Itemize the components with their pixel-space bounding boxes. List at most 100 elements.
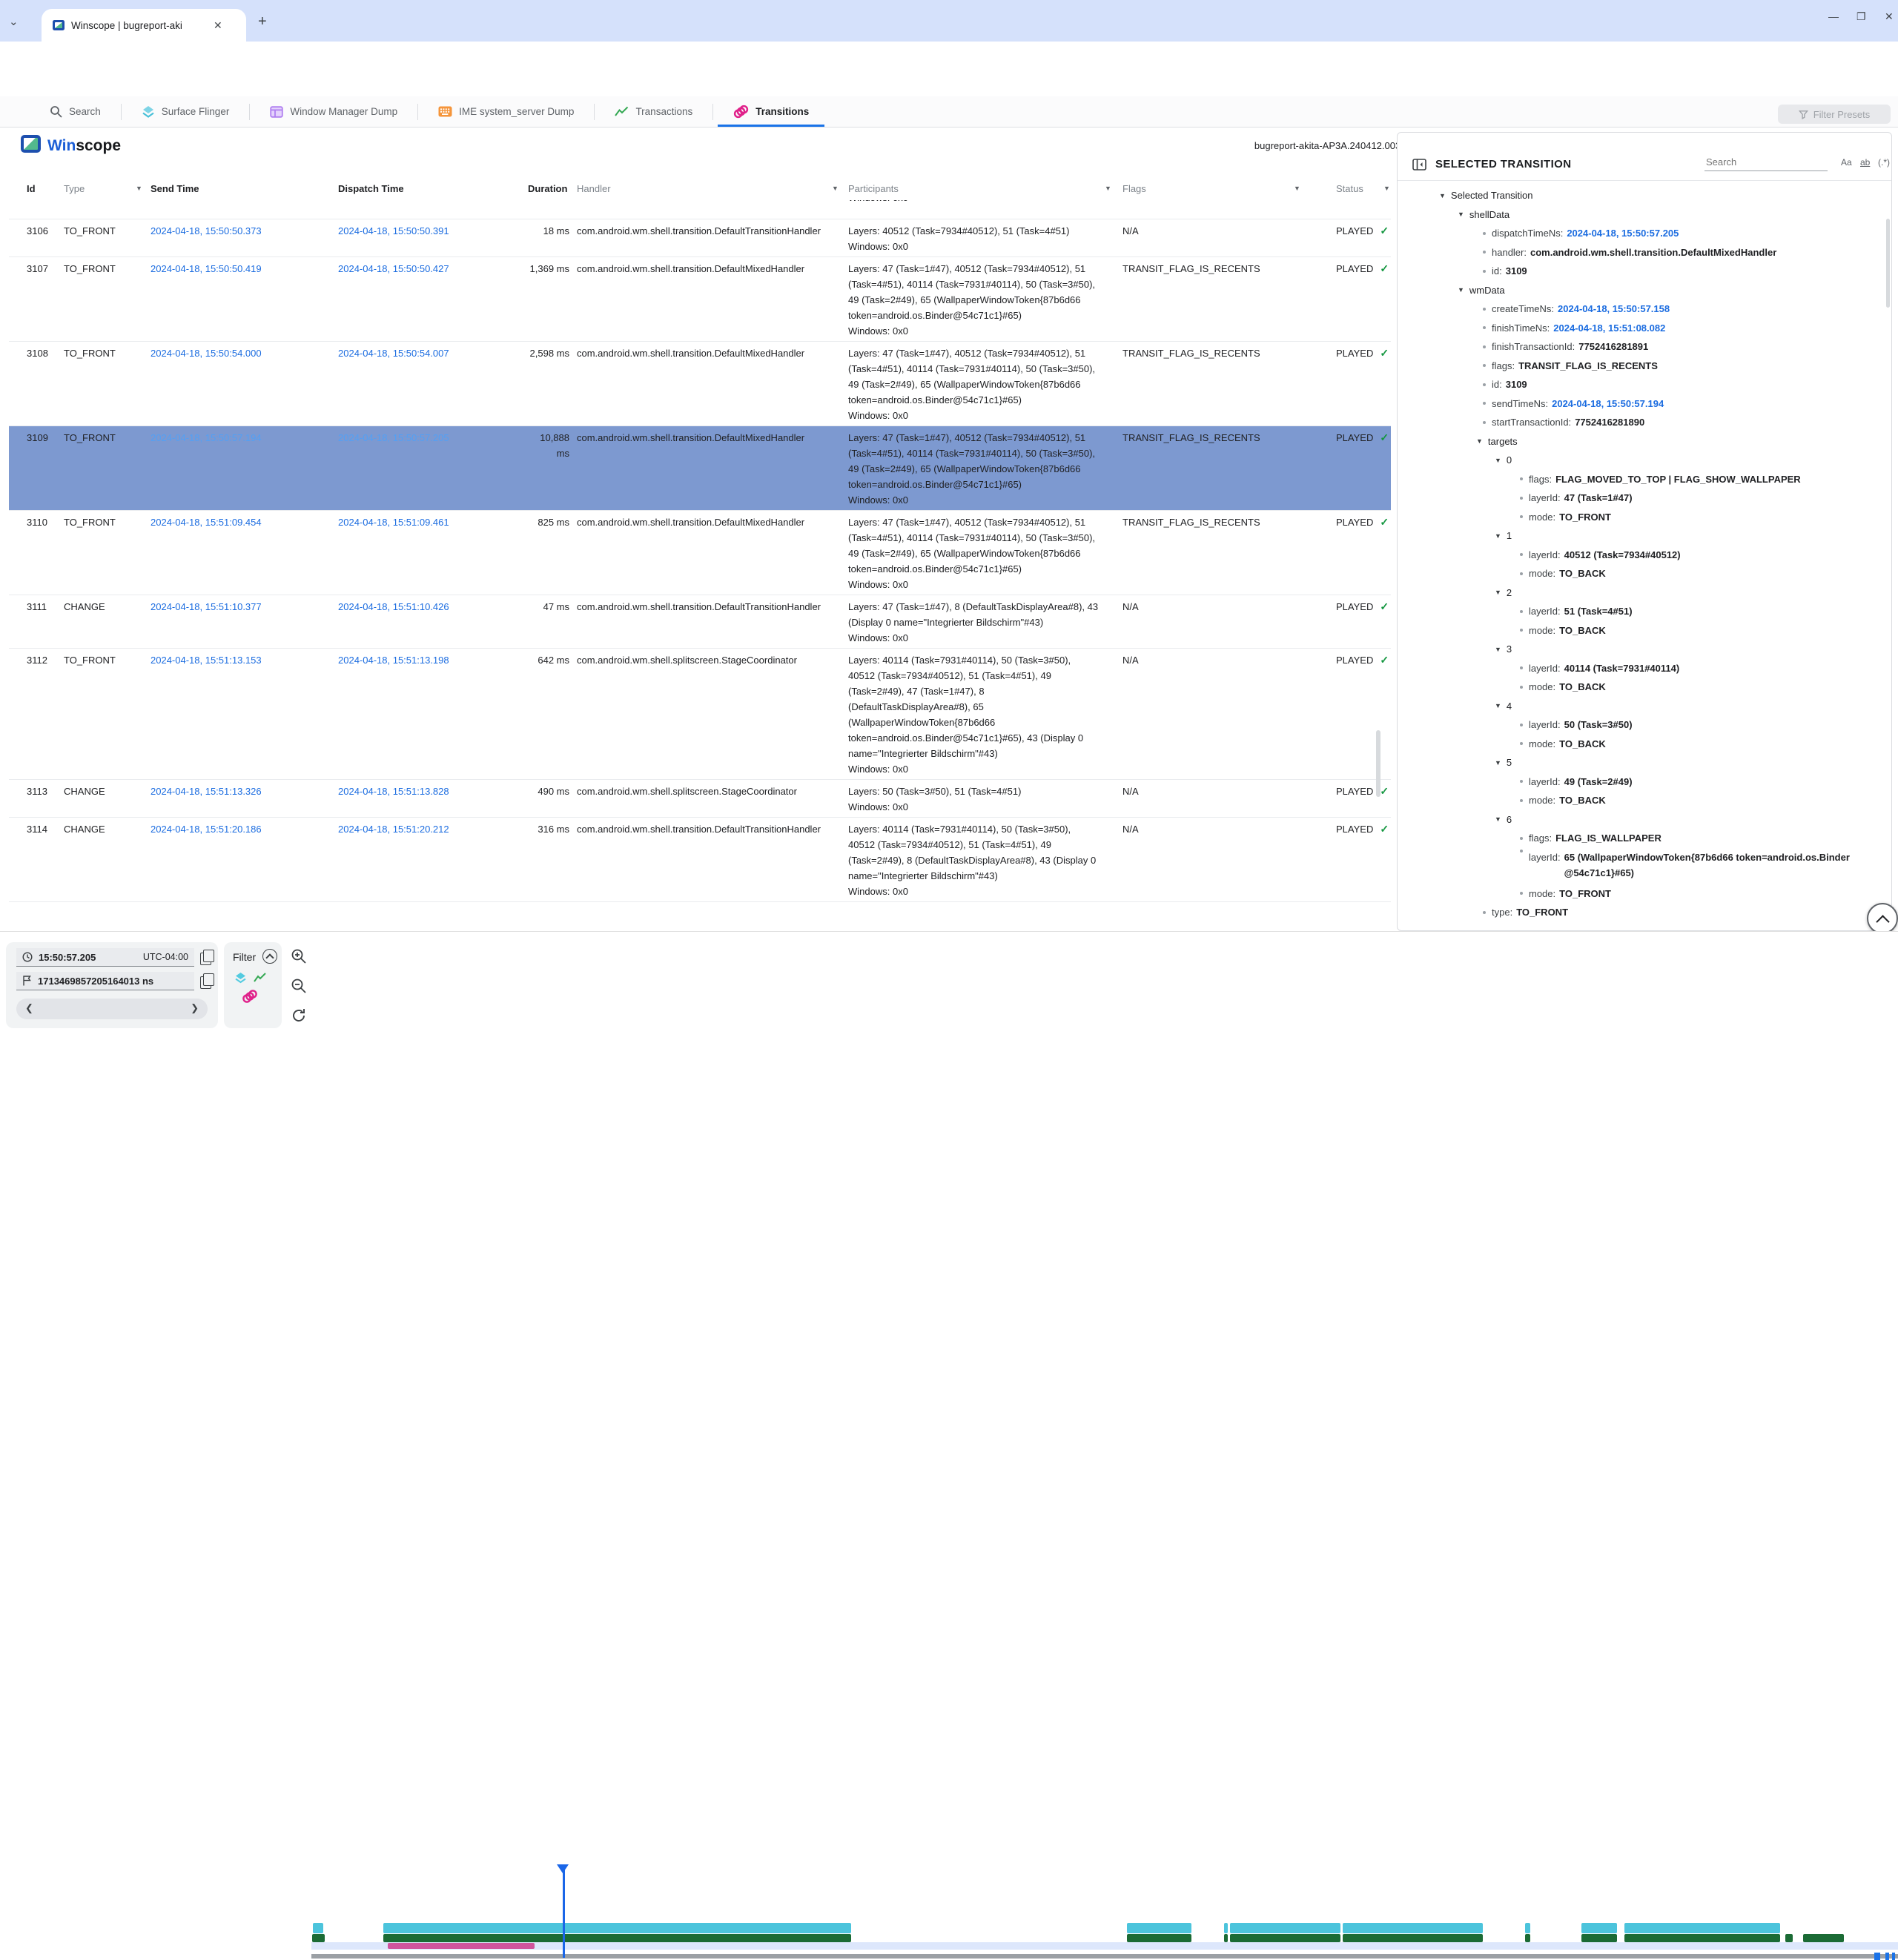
tree-expand-arrow-icon[interactable]: ▼ xyxy=(1495,589,1501,597)
surfaceflinger-trace-bar[interactable] xyxy=(1525,1923,1530,1933)
cell-dispatch-time[interactable]: 2024-04-18, 15:51:09.461 xyxy=(338,517,449,528)
transactions-trace-bar[interactable] xyxy=(1581,1934,1617,1942)
cell-send-time[interactable]: 2024-04-18, 15:51:13.326 xyxy=(151,786,262,797)
table-row[interactable]: 3106 TO_FRONT 2024-04-18, 15:50:50.373 2024… xyxy=(9,219,1391,257)
surfaceflinger-trace-bar[interactable] xyxy=(1581,1923,1617,1933)
filter-caret-icon[interactable]: ▼ xyxy=(1294,185,1300,192)
transactions-trace-bar[interactable] xyxy=(1127,1934,1191,1942)
filter-caret-icon[interactable]: ▼ xyxy=(136,185,142,192)
transition-bar[interactable] xyxy=(388,1943,535,1949)
table-row[interactable]: 3114 CHANGE 2024-04-18, 15:51:20.186 2024-0… xyxy=(9,818,1391,902)
tree-leaf-flags[interactable]: flags: TRANSIT_FLAG_IS_RECENTS xyxy=(1398,357,1878,376)
surfaceflinger-trace-bar[interactable] xyxy=(383,1923,851,1933)
zoom-in-icon[interactable] xyxy=(291,948,307,964)
tab-search[interactable]: Search xyxy=(30,96,121,127)
human-time-field[interactable]: 15:50:57.205 UTC-04:00 xyxy=(16,948,194,967)
tree-node-1[interactable]: ▼ 1 xyxy=(1398,526,1878,546)
table-row[interactable]: 3111 CHANGE 2024-04-18, 15:51:10.377 2024-0… xyxy=(9,595,1391,649)
tree-node-shelldata[interactable]: ▼ shellData xyxy=(1398,205,1878,225)
tree-node-0[interactable]: ▼ 0 xyxy=(1398,451,1878,470)
tree-expand-arrow-icon[interactable]: ▼ xyxy=(1495,456,1501,464)
tree-leaf-mode[interactable]: mode: TO_BACK xyxy=(1398,564,1878,583)
copy-time-icon[interactable] xyxy=(200,950,214,965)
table-row[interactable]: 3108 TO_FRONT 2024-04-18, 15:50:54.000 2024… xyxy=(9,342,1391,426)
timeline-cursor-head[interactable] xyxy=(557,1864,569,1873)
cell-send-time[interactable]: 2024-04-18, 15:51:13.153 xyxy=(151,655,262,666)
table-row[interactable]: 3110 TO_FRONT 2024-04-18, 15:51:09.454 2024… xyxy=(9,511,1391,595)
tree-leaf-layerId[interactable]: layerId: 40114 (Task=7931#40114) xyxy=(1398,659,1878,678)
cell-dispatch-time[interactable]: 2024-04-18, 15:51:13.828 xyxy=(338,786,449,797)
cell-dispatch-time[interactable]: 2024-04-18, 15:51:10.426 xyxy=(338,601,449,612)
tree-leaf-flags[interactable]: flags: FLAG_MOVED_TO_TOP | FLAG_SHOW_WALL… xyxy=(1398,470,1878,489)
tab-search-chevron-icon[interactable]: ⌄ xyxy=(9,16,19,28)
tab-surface-flinger[interactable]: Surface Flinger xyxy=(122,96,250,127)
tree-leaf-dispatchTimeNs[interactable]: dispatchTimeNs: 2024-04-18, 15:50:57.205 xyxy=(1398,224,1878,243)
panel-scrollbar-thumb[interactable] xyxy=(1886,219,1890,308)
tree-leaf-createTimeNs[interactable]: createTimeNs: 2024-04-18, 15:50:57.158 xyxy=(1398,299,1878,319)
tree-leaf-layerId[interactable]: layerId: 50 (Task=3#50) xyxy=(1398,715,1878,735)
transactions-trace-bar[interactable] xyxy=(1624,1934,1780,1942)
transactions-trace-bar[interactable] xyxy=(1803,1934,1844,1942)
cell-send-time[interactable]: 2024-04-18, 15:50:57.194 xyxy=(151,432,262,443)
transactions-filter-icon[interactable] xyxy=(254,973,267,983)
window-minimize-icon[interactable]: — xyxy=(1828,10,1839,22)
window-restore-icon[interactable]: ❐ xyxy=(1856,10,1866,22)
panel-search-input[interactable] xyxy=(1704,153,1828,171)
tab-transitions[interactable]: Transitions xyxy=(713,96,829,127)
browser-tab[interactable]: Winscope | bugreport-aki ✕ xyxy=(42,9,246,42)
tree-leaf-layerId[interactable]: layerId: 65 (WallpaperWindowToken{87b6d66… xyxy=(1398,848,1878,884)
filter-caret-icon[interactable]: ▼ xyxy=(1105,185,1111,192)
tree-expand-arrow-icon[interactable]: ▼ xyxy=(1476,437,1483,446)
cell-send-time[interactable]: 2024-04-18, 15:50:50.419 xyxy=(151,263,262,274)
cell-send-time[interactable]: 2024-04-18, 15:50:50.373 xyxy=(151,225,262,236)
cell-dispatch-time[interactable]: 2024-04-18, 15:51:13.198 xyxy=(338,655,449,666)
surfaceflinger-trace-bar[interactable] xyxy=(1343,1923,1483,1933)
surfaceflinger-trace-bar[interactable] xyxy=(313,1923,323,1933)
transactions-trace-bar[interactable] xyxy=(1343,1934,1483,1942)
tree-leaf-sendTimeNs[interactable]: sendTimeNs: 2024-04-18, 15:50:57.194 xyxy=(1398,394,1878,414)
table-row[interactable]: 3112 TO_FRONT 2024-04-18, 15:51:13.153 2024… xyxy=(9,649,1391,780)
panel-collapse-icon[interactable] xyxy=(1412,158,1426,170)
tree-leaf-finishTransactionId[interactable]: finishTransactionId: 7752416281891 xyxy=(1398,337,1878,357)
surfaceflinger-trace-bar[interactable] xyxy=(1230,1923,1340,1933)
transitions-filter-icon[interactable] xyxy=(242,988,258,1004)
tree-leaf-startTransactionId[interactable]: startTransactionId: 7752416281890 xyxy=(1398,413,1878,432)
timeline-scroll-track[interactable] xyxy=(311,1954,1898,1959)
tree-leaf-mode[interactable]: mode: TO_BACK xyxy=(1398,678,1878,697)
tree-node-4[interactable]: ▼ 4 xyxy=(1398,697,1878,716)
match-case-toggle[interactable]: Aa xyxy=(1841,157,1852,168)
tree-leaf-layerId[interactable]: layerId: 40512 (Task=7934#40512) xyxy=(1398,546,1878,565)
transactions-trace-bar[interactable] xyxy=(383,1934,851,1942)
tree-leaf-finishTimeNs[interactable]: finishTimeNs: 2024-04-18, 15:51:08.082 xyxy=(1398,319,1878,338)
cell-dispatch-time[interactable]: 2024-04-18, 15:50:54.007 xyxy=(338,348,449,359)
tree-leaf-handler[interactable]: handler: com.android.wm.shell.transition.… xyxy=(1398,243,1878,262)
zoom-out-icon[interactable] xyxy=(291,978,307,994)
transactions-trace-bar[interactable] xyxy=(312,1934,325,1942)
cell-send-time[interactable]: 2024-04-18, 15:50:54.000 xyxy=(151,348,262,359)
tree-leaf-layerId[interactable]: layerId: 51 (Task=4#51) xyxy=(1398,602,1878,621)
zoom-reset-icon[interactable] xyxy=(291,1007,307,1024)
regex-toggle[interactable]: (.*) xyxy=(1878,157,1890,168)
tree-leaf-mode[interactable]: mode: TO_FRONT xyxy=(1398,508,1878,527)
table-row[interactable]: 3113 CHANGE 2024-04-18, 15:51:13.326 2024-0… xyxy=(9,780,1391,818)
tree-node-selected-transition[interactable]: ▼ Selected Transition xyxy=(1398,186,1878,205)
surfaceflinger-trace-bar[interactable] xyxy=(1624,1923,1780,1933)
tab-ime-system-server-dump[interactable]: IME system_server Dump xyxy=(418,96,594,127)
tree-expand-arrow-icon[interactable]: ▼ xyxy=(1495,758,1501,767)
tree-node-5[interactable]: ▼ 5 xyxy=(1398,753,1878,772)
tree-expand-arrow-icon[interactable]: ▼ xyxy=(1439,191,1446,199)
filter-caret-icon[interactable]: ▼ xyxy=(832,185,839,192)
timeline-range-slider[interactable]: ❮ ❯ xyxy=(16,999,208,1019)
tree-node-wmdata[interactable]: ▼ wmData xyxy=(1398,281,1878,300)
tree-leaf-mode[interactable]: mode: TO_BACK xyxy=(1398,735,1878,754)
surfaceflinger-trace-bar[interactable] xyxy=(1224,1923,1228,1933)
table-row[interactable]: Windows: 0x0 xyxy=(9,200,1391,219)
tree-expand-arrow-icon[interactable]: ▼ xyxy=(1495,645,1501,653)
cell-dispatch-time[interactable]: 2024-04-18, 15:50:50.391 xyxy=(338,225,449,236)
tree-leaf-layerId[interactable]: layerId: 49 (Task=2#49) xyxy=(1398,772,1878,792)
scroll-to-top-button[interactable] xyxy=(1867,903,1898,934)
cell-send-time[interactable]: 2024-04-18, 15:51:09.454 xyxy=(151,517,262,528)
tree-node-targets[interactable]: ▼ targets xyxy=(1398,432,1878,451)
cell-dispatch-time[interactable]: 2024-04-18, 15:50:50.427 xyxy=(338,263,449,274)
ns-time-field[interactable]: 1713469857205164013 ns xyxy=(16,972,194,990)
